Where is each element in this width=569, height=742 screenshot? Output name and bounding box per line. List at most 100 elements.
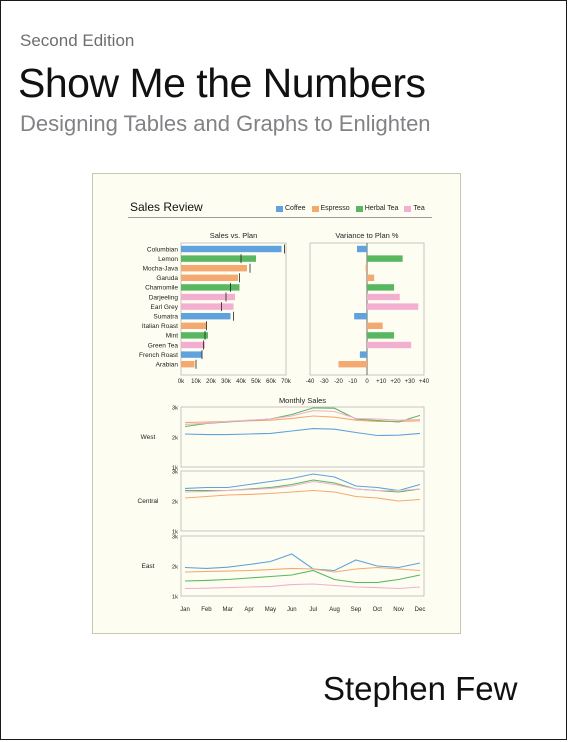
monthly-sales-title: Monthly Sales [279,396,326,405]
x-tick-label: -30 [320,379,329,385]
y-tick-label: 2k [172,564,178,570]
legend-label: Herbal Tea [364,205,399,212]
y-tick-label: 1k [172,529,178,535]
plot-frame [180,470,425,532]
legend-swatch [404,205,412,212]
legend-swatch [311,205,319,212]
plot-frame [180,406,425,468]
x-tick-label: Aug [329,607,340,613]
x-tick-label: -20 [334,379,343,385]
x-tick-label: May [265,607,276,613]
x-tick-label: -40 [306,379,315,385]
y-tick-label: 1k [172,594,178,600]
dashboard-title: Sales Review [130,200,203,214]
dashboard-divider [128,217,432,218]
y-tick-label: 3k [172,405,178,411]
author-name: Stephen Few [323,670,518,707]
variance-title: Variance to Plan % [335,231,399,240]
category-label: Earl Grey [151,304,179,311]
series-line [184,489,421,502]
series-line [184,569,421,584]
sales-bar [181,245,282,253]
category-label: Garuda [156,275,178,282]
variance-bar [367,322,383,329]
x-tick-label: +30 [405,379,416,385]
variance-bar [367,274,375,281]
variance-bar [367,303,419,310]
sales-bar [181,303,234,310]
sales-bar [181,322,207,329]
category-label: Mocha-Java [143,266,179,273]
sales-bar [181,361,195,368]
dashboard-illustration: Sales Review Coffee Espresso Herbal Tea … [92,173,461,634]
sales-bar [181,341,205,349]
category-label: Chamomile [145,285,178,292]
variance-bar [359,351,367,358]
sales-bar [181,274,238,281]
category-label: Sumatra [153,314,178,321]
series-line [184,410,421,425]
x-tick-label: 0k [178,379,185,385]
category-label: Italian Roast [142,323,178,330]
x-tick-label: -10 [348,379,357,385]
variance-bar [367,255,403,262]
variance-bar [367,332,395,339]
y-tick-label: 2k [172,435,178,441]
x-tick-label: Mar [223,607,233,613]
variance-bar [354,313,367,320]
series-line [184,428,421,437]
x-tick-label: +40 [419,379,430,385]
category-label: Mint [166,333,178,340]
variance-bar [338,361,367,368]
legend-item: Herbal Tea [355,205,399,212]
x-tick-label: 30k [221,379,232,385]
region-label: East [141,563,154,570]
x-tick-label: 10k [191,379,202,385]
variance-bar [365,265,367,272]
x-tick-label: +20 [390,379,401,385]
legend-label: Coffee [285,205,306,212]
sales-bar [181,265,247,272]
x-tick-label: +10 [376,379,387,385]
legend-swatch [355,205,363,212]
legend-label: Espresso [320,205,350,212]
legend-item: Espresso [311,205,350,212]
sales-vs-plan-chart: Sales vs. Plan Columbian Lemon Mocha-Java Ga… [138,231,430,613]
sales-bar [181,313,231,320]
region-label: West [141,434,156,441]
variance-bar [367,293,400,301]
category-label: Arabian [156,362,179,369]
legend-item: Tea [404,205,425,212]
category-label: Darjeeling [149,294,179,301]
x-tick-label: 70k [281,379,292,385]
dashboard-legend: Coffee Espresso Herbal Tea Tea [276,205,425,212]
y-tick-label: 1k [172,465,178,471]
x-tick-label: Oct [373,607,383,613]
y-tick-label: 2k [172,499,178,505]
x-tick-label: Nov [393,607,404,613]
category-label: Lemon [158,256,178,263]
series-line [184,583,421,590]
book-subtitle: Designing Tables and Graphs to Enlighten [20,111,431,136]
series-line [184,473,421,492]
plot-frame [180,535,425,597]
variance-bar [357,245,367,253]
region-label: Central [138,498,160,505]
category-label: Columbian [147,246,178,253]
book-title: Show Me the Numbers [18,60,426,106]
series-line [184,553,421,572]
x-tick-label: 20k [206,379,217,385]
x-tick-label: Feb [201,607,212,613]
series-line [184,566,421,573]
sales-bar [181,332,208,339]
variance-bar [367,284,395,291]
x-tick-label: 60k [266,379,277,385]
edition-label: Second Edition [20,31,135,50]
legend-item: Coffee [276,205,306,212]
legend-label: Tea [413,205,425,212]
x-tick-label: Jul [309,607,317,613]
category-label: French Roast [139,352,178,359]
x-tick-label: 50k [251,379,262,385]
sales-bar [181,284,240,291]
